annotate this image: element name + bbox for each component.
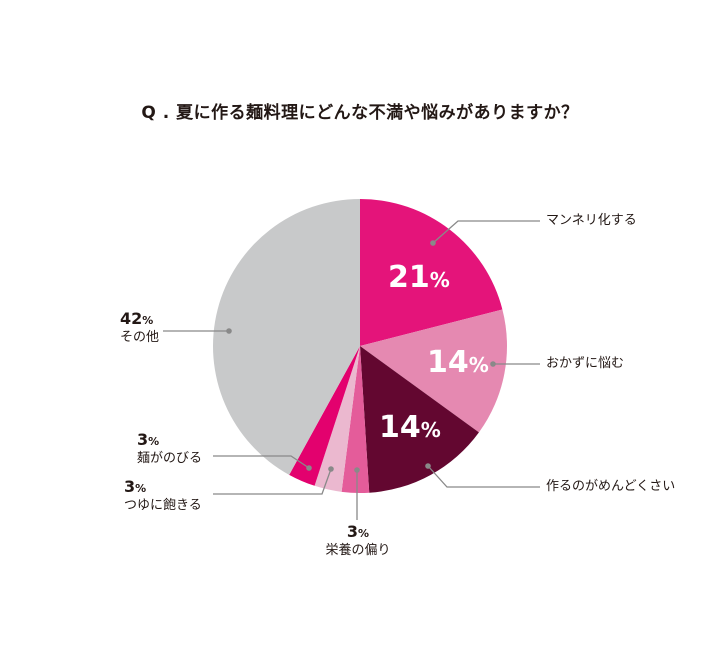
label-s5: 3% 麺がのびる [137, 430, 203, 467]
leader-line-s5 [213, 455, 310, 469]
pie-slice-3 [341, 346, 370, 493]
pie-slice-0 [360, 199, 503, 346]
pie-slice-6 [213, 199, 360, 475]
label-s0: マンネリ化する [546, 213, 637, 228]
leader-line-s0 [432, 220, 540, 244]
leader-dots [226, 240, 496, 473]
leader-line-s2 [427, 465, 540, 488]
slice-pct-s0: 21% [388, 260, 450, 295]
label-s3: 3% 栄養の偏り [325, 522, 391, 559]
pie-slice-5 [289, 346, 360, 486]
chart-title: Q . 夏に作る麺料理にどんな不満や悩みがありますか？ [141, 103, 579, 123]
label-s4: 3% つゆに飽きる [124, 477, 202, 514]
label-s1: おかずに悩む [546, 356, 625, 371]
pie-slice-2 [360, 346, 479, 493]
label-s2: 作るのがめんどくさい [546, 479, 676, 494]
slice-pct-s1: 14% [427, 345, 489, 380]
leader-line-s4 [213, 468, 332, 495]
slice-pct-s2: 14% [379, 410, 441, 445]
pie-slice-1 [360, 309, 507, 433]
leader-lines [163, 220, 540, 520]
pie-slice-4 [314, 346, 360, 492]
label-s6: 42% その他 [120, 309, 160, 346]
pie-slices [213, 199, 507, 493]
